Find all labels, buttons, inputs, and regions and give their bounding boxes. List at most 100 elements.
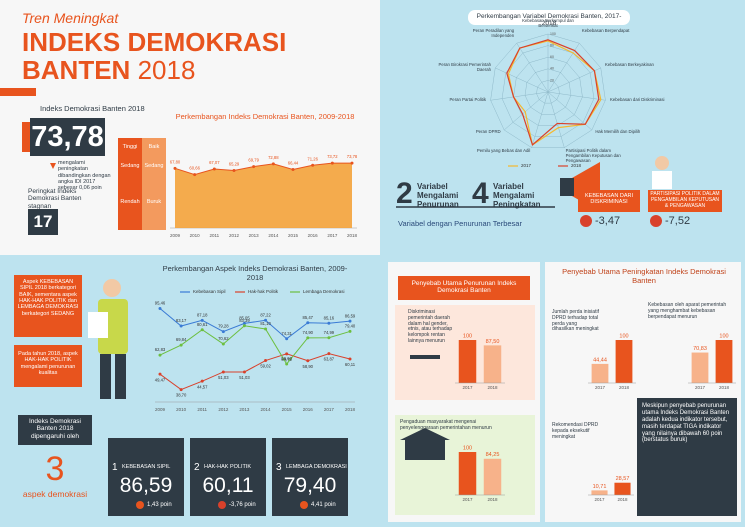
value-label: 85,16 [324, 315, 335, 320]
value-label: 69,79 [248, 158, 259, 163]
label-box [18, 415, 92, 445]
chart-title: Perkembangan Variabel Demokrasi Banten, … [476, 13, 622, 28]
value-label: 79,40 [345, 324, 356, 329]
line [174, 162, 353, 176]
label: aspek demokrasi [22, 489, 88, 499]
aspect-value: 79,40 [283, 474, 337, 497]
r-tick-label: 40 [550, 67, 554, 71]
axis-label: Partisipasi Politik dalam Pengambilan Ke… [565, 148, 621, 163]
spoke [490, 91, 549, 101]
value-label: 83,39 [239, 318, 250, 323]
x-tick-label: 2018 [487, 497, 498, 502]
aspect-change: -3,76 poin [229, 502, 256, 508]
point [327, 321, 331, 325]
value-label: 67,07 [209, 160, 220, 165]
point [158, 353, 162, 357]
point [271, 162, 275, 166]
value-label: 81,10 [260, 321, 271, 326]
value-label: 38,70 [176, 393, 187, 398]
label: Peringkat Indeks Demokrasi Banten stagna… [28, 188, 82, 210]
legend-label: Hak-hak Politik [248, 289, 279, 294]
aspect-card [108, 438, 184, 516]
line [159, 325, 351, 365]
point [348, 329, 352, 333]
rank: 17 [33, 212, 53, 231]
label: Indeks Demokrasi Banten 2018 dipengaruhi… [28, 418, 82, 440]
axis-label: Peran Birokrasi Pemerintah Daerah [438, 61, 492, 72]
x-tick-label: 2012 [229, 233, 240, 238]
aspect-rank: 1 [112, 462, 118, 473]
label: Indeks Demokrasi Banten 2018 [40, 104, 145, 113]
change: -7,52 [665, 215, 691, 227]
spoke [504, 91, 549, 131]
value-label: 100 [463, 445, 472, 451]
x-tick-label: 2017 [695, 385, 706, 390]
value-label: 85,47 [303, 315, 314, 320]
value-label: 10,71 [593, 484, 607, 490]
scale-band [142, 176, 166, 230]
aspect-rank: 3 [276, 462, 282, 473]
person-icon [655, 156, 669, 170]
x-tick-label: 2011 [209, 233, 219, 238]
building-icon [400, 428, 450, 440]
value-label: 59,02 [260, 364, 271, 369]
line [159, 308, 351, 340]
x-tick-label: 2014 [268, 233, 279, 238]
value-label: 74,31 [281, 331, 292, 336]
count: 3 [45, 450, 65, 488]
clipboard-icon [88, 312, 108, 338]
spoke [547, 67, 601, 93]
bar [691, 352, 709, 383]
point [221, 330, 225, 334]
spoke [516, 43, 549, 93]
scale-category: Sedang [144, 163, 164, 169]
aspect-name: HAK-HAK POLITIK [204, 464, 252, 470]
title-box [468, 10, 630, 25]
count: 2 [396, 177, 413, 210]
point [327, 352, 331, 356]
value-label: 44,57 [197, 384, 208, 389]
aspect-change: 1,43 poin [147, 502, 172, 508]
point [285, 352, 289, 356]
x-tick-label: 2018 [347, 233, 358, 238]
title-year: 2018 [137, 55, 196, 85]
point [212, 167, 216, 171]
variable-name: PARTISIPASI POLITIK DALAM PENGAMBILAN KE… [650, 191, 720, 209]
x-tick-label: 2013 [249, 233, 260, 238]
axis-label: Peran Peradilan yang Independen [472, 28, 515, 39]
chart-title: Diskriminasi pemerintah daerah dalam hal… [408, 309, 453, 344]
x-tick-label: 2009 [155, 407, 166, 412]
value-box [30, 118, 105, 156]
spoke [547, 91, 592, 131]
x-tick-label: 2017 [462, 385, 473, 390]
bar [458, 340, 477, 383]
value-label: 73,72 [327, 154, 338, 159]
chart-title: Pengaduan masyarakat mengenai penyelengg… [400, 419, 492, 431]
r-tick-label: 20 [550, 78, 554, 82]
bar [615, 340, 633, 383]
value-label: 60,66 [189, 166, 200, 171]
point [348, 357, 352, 361]
person-icon [100, 354, 111, 399]
decor [0, 88, 36, 96]
value-label: 63,72 [281, 357, 292, 362]
down-icon [650, 215, 662, 227]
scale-band [118, 176, 142, 230]
person-icon [103, 279, 121, 297]
value-label: 86,59 [345, 313, 356, 318]
point [242, 370, 246, 374]
value-label: 87,22 [260, 312, 271, 317]
bar [715, 340, 733, 383]
bar [614, 482, 631, 495]
point [306, 336, 310, 340]
x-tick-label: 2017 [595, 385, 606, 390]
point [291, 168, 295, 172]
axis-label: Kebebasan Berkeyakinan [604, 61, 654, 67]
value-label: 67,80 [170, 159, 181, 164]
point [348, 319, 352, 323]
value-label: 69,84 [176, 337, 187, 342]
bar [483, 345, 502, 383]
x-tick-label: 2018 [345, 407, 356, 412]
point [252, 165, 256, 169]
